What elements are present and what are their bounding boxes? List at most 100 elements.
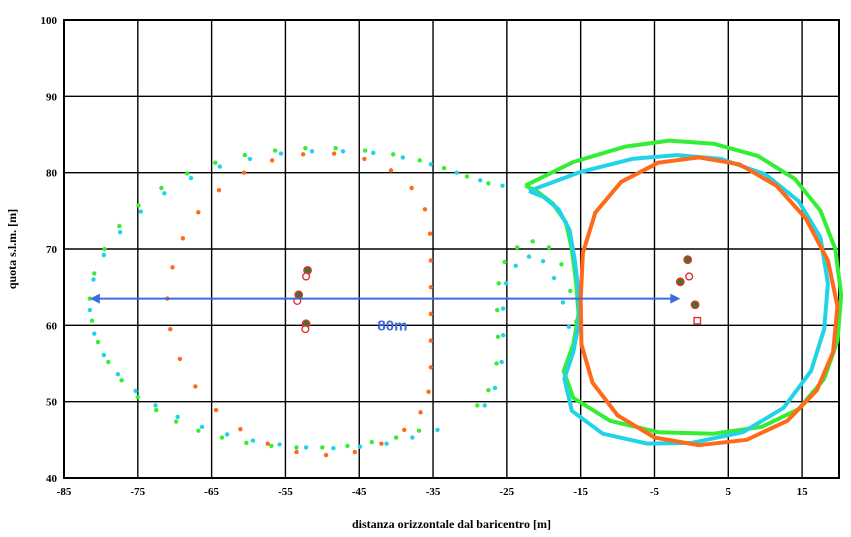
x-tick-label: 15	[797, 486, 809, 498]
data-point	[428, 162, 434, 167]
x-axis-label: distanza orizzontale dal baricentro [m]	[352, 517, 551, 531]
data-point	[362, 148, 368, 153]
data-point	[417, 158, 422, 163]
x-tick-label: -25	[500, 486, 515, 498]
series-0	[87, 146, 491, 450]
data-point	[331, 151, 337, 156]
data-point	[514, 245, 520, 250]
data-point	[102, 246, 107, 252]
data-point	[101, 352, 107, 358]
data-point	[500, 183, 505, 188]
data-point	[216, 188, 222, 193]
data-point	[428, 284, 434, 290]
open-marker	[685, 272, 694, 281]
y-tick-label: 60	[46, 320, 58, 332]
data-point	[393, 435, 399, 440]
data-point	[303, 445, 309, 450]
data-point	[482, 403, 487, 408]
data-point	[402, 427, 407, 433]
data-point	[101, 252, 107, 258]
data-point	[213, 407, 219, 413]
data-point	[242, 152, 248, 158]
data-point	[135, 394, 141, 400]
y-axis-label: quota s.l.m. [m]	[5, 209, 19, 289]
data-point	[247, 156, 253, 162]
grid-lines	[63, 19, 840, 479]
data-point	[320, 445, 325, 450]
y-tick-label: 90	[46, 91, 58, 103]
data-point	[503, 281, 509, 286]
data-point	[502, 259, 507, 265]
data-point	[428, 311, 434, 317]
series-3	[475, 239, 579, 408]
data-point	[496, 281, 501, 286]
tick-labels: -85 -75 -65 -55 -45 -35 -25 -15 -5 5 1540506070809…	[41, 15, 809, 498]
data-point	[193, 384, 198, 389]
data-point	[495, 307, 500, 313]
data-point	[333, 146, 338, 151]
data-point	[340, 149, 346, 154]
data-point	[177, 356, 183, 362]
data-point	[428, 338, 434, 343]
plot-frame	[63, 19, 840, 479]
data-point	[269, 443, 274, 449]
data-point	[196, 210, 201, 215]
data-point	[87, 296, 93, 301]
data-point	[362, 156, 367, 162]
data-point	[426, 389, 431, 394]
series-4	[482, 254, 572, 408]
y-tick-label: 40	[46, 473, 58, 485]
data-point	[133, 388, 138, 394]
distance-annotation: 80m	[89, 293, 681, 334]
data-point	[513, 263, 518, 268]
data-point	[379, 441, 384, 446]
series-7	[578, 155, 840, 448]
data-point	[492, 385, 498, 391]
data-point	[410, 435, 415, 440]
data-point	[159, 185, 164, 191]
data-point	[309, 149, 315, 154]
x-tick-label: -65	[204, 486, 219, 498]
data-point	[219, 435, 225, 440]
data-point	[278, 151, 284, 156]
series-10	[693, 316, 702, 325]
x-tick-label: -55	[278, 486, 293, 498]
open-marker	[301, 272, 311, 281]
data-point	[213, 160, 218, 165]
data-point	[173, 419, 179, 424]
data-point	[390, 152, 396, 157]
data-point	[416, 428, 422, 433]
data-point	[464, 174, 470, 179]
data-point	[454, 170, 459, 175]
data-point	[500, 333, 506, 338]
data-point	[369, 439, 374, 445]
data-point	[495, 334, 501, 339]
data-point	[323, 452, 329, 458]
data-point	[475, 403, 480, 408]
data-point	[294, 449, 299, 455]
y-tick-label: 100	[41, 15, 58, 27]
data-point	[199, 424, 205, 430]
outline-curve	[578, 155, 840, 448]
data-point	[117, 230, 123, 235]
filled-marker	[690, 300, 700, 310]
data-point	[400, 155, 405, 160]
data-point	[357, 444, 363, 449]
data-point	[250, 438, 256, 443]
data-point	[91, 277, 96, 282]
data-point	[568, 288, 573, 294]
data-point	[196, 428, 201, 433]
data-point	[331, 446, 336, 451]
data-point	[265, 441, 270, 446]
data-point	[428, 258, 434, 263]
data-point	[92, 331, 97, 336]
data-point	[117, 223, 122, 229]
data-point	[352, 449, 358, 455]
data-point	[300, 152, 306, 157]
plot-area	[87, 138, 844, 458]
series-9	[293, 272, 694, 334]
series-2	[165, 151, 434, 458]
series-1	[87, 149, 505, 451]
data-point	[241, 170, 247, 175]
